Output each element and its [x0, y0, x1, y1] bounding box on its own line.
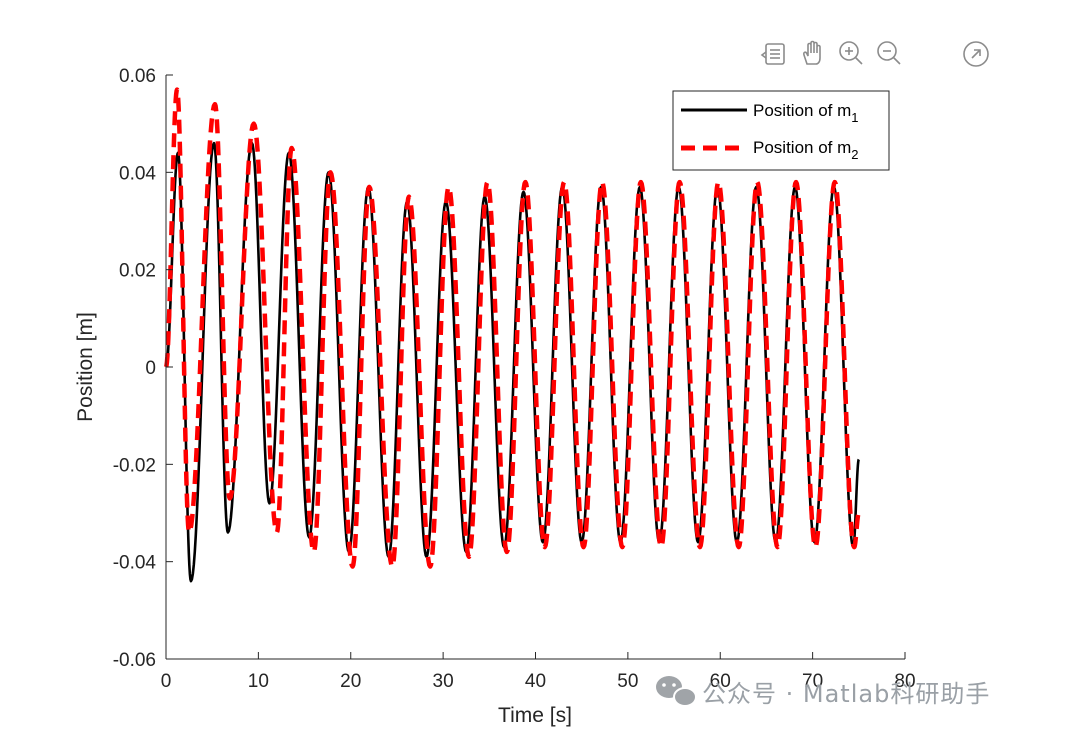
legend-label-m2: Position of m2 [753, 138, 859, 162]
watermark-text: 公众号 · Matlab科研助手 [702, 680, 990, 708]
y-ticks: -0.06 -0.04 -0.02 0 0.02 0.04 0.06 [113, 66, 173, 671]
x-tick-label: 40 [525, 671, 546, 692]
watermark: 公众号 · Matlab科研助手 [656, 676, 990, 708]
legend-box [672, 90, 890, 171]
x-tick-label: 30 [433, 671, 454, 692]
data-tips-icon[interactable] [760, 43, 785, 65]
zoom-in-icon[interactable] [839, 41, 863, 65]
x-tick-label: 60 [710, 671, 731, 692]
x-tick-label: 50 [617, 671, 638, 692]
axes-toolbar [760, 40, 989, 67]
y-axis-title: Position [m] [74, 312, 97, 422]
legend: Position of m1 Position of m2 [672, 90, 890, 171]
zoom-out-icon[interactable] [877, 41, 901, 65]
y-tick-label: 0.02 [119, 261, 156, 282]
x-tick-label: 70 [802, 671, 823, 692]
legend-label-m1: Position of m1 [753, 101, 859, 125]
curves [163, 87, 861, 583]
x-tick-label: 10 [248, 671, 269, 692]
x-ticks: 0 10 20 30 40 50 60 70 80 [161, 652, 916, 692]
x-tick-label: 20 [340, 671, 361, 692]
y-tick-label: -0.02 [113, 455, 156, 476]
x-axis-title: Time [s] [498, 704, 572, 727]
series-line-m2 [163, 87, 861, 569]
x-tick-label: 0 [161, 671, 172, 692]
restore-view-icon[interactable] [963, 41, 989, 67]
y-tick-label: -0.04 [113, 553, 157, 574]
y-tick-label: 0.06 [119, 66, 156, 87]
y-tick-label: 0.04 [119, 163, 156, 184]
wechat-icon [656, 676, 697, 707]
y-tick-label: 0 [145, 358, 156, 379]
y-tick-label: -0.06 [113, 650, 156, 671]
pan-hand-icon[interactable] [803, 40, 821, 65]
x-tick-label: 80 [894, 671, 915, 692]
